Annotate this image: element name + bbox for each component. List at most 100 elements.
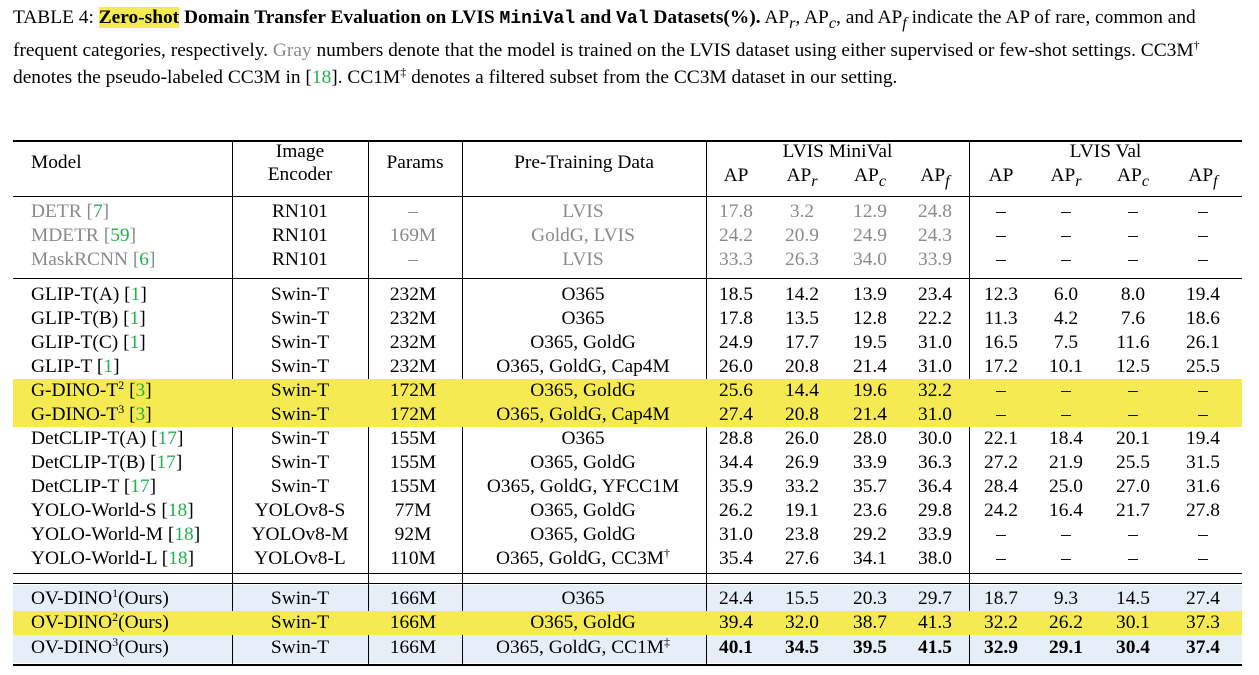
cell-metric: 17.2	[984, 356, 1018, 377]
cell-metric: –	[1198, 249, 1208, 270]
citation-link[interactable]: 59	[110, 225, 130, 246]
citation-link[interactable]: 18	[174, 524, 194, 545]
cell-metric: 29.7	[918, 588, 952, 609]
cell-metric: –	[1198, 524, 1208, 545]
cell-params: –	[408, 249, 418, 270]
cell-model: DetCLIP-T(B) [17]	[31, 452, 183, 473]
citation-link[interactable]: 1	[129, 308, 140, 329]
citation-link[interactable]: 1	[129, 332, 140, 353]
cell-metric: 27.2	[984, 452, 1018, 473]
cell-params: 232M	[389, 284, 437, 305]
cell-metric: 32.2	[918, 380, 952, 401]
cell-metric: 20.3	[853, 588, 887, 609]
cell-metric: 20.9	[785, 225, 819, 246]
cell-params: 232M	[389, 356, 437, 377]
cell-metric: 26.9	[785, 452, 819, 473]
table-row: DetCLIP-T [17] Swin-T 155M O365, GoldG, YFC…	[13, 475, 1242, 499]
cell-metric: 31.0	[719, 524, 753, 545]
header-apr: APr	[786, 165, 818, 190]
cell-params: 155M	[389, 428, 437, 449]
citation-link[interactable]: 18	[168, 548, 188, 569]
caption-double-dagger: ‡	[400, 65, 407, 80]
citation-link[interactable]: 17	[156, 452, 176, 473]
cell-metric: 18.4	[1049, 428, 1083, 449]
cell-metric: 26.2	[719, 500, 753, 521]
cell-metric: 30.4	[1116, 637, 1150, 658]
cell-metric: 34.1	[853, 548, 887, 569]
caption-ref-link[interactable]: 18	[311, 67, 332, 89]
cell-metric: –	[1128, 548, 1138, 569]
citation-link[interactable]: 7	[92, 201, 103, 222]
header-ap: AP	[988, 165, 1014, 186]
bottom-rule	[13, 664, 1242, 666]
cell-model: YOLO-World-L [18]	[31, 548, 195, 569]
citation-link[interactable]: 3	[135, 380, 146, 401]
caption-text: denotes the pseudo-labeled CC3M in [	[13, 67, 312, 89]
table-row: MaskRCNN [6] RN101 – LVIS 33.3 26.3 34.0 33.9 – –…	[13, 248, 1242, 272]
cell-params: 166M	[389, 637, 437, 658]
cell-metric: 19.6	[853, 380, 887, 401]
cell-model: GLIP-T(A) [1]	[31, 284, 147, 305]
caption-text: denotes a filtered subset from the CC3M …	[406, 67, 898, 89]
cell-encoder: Swin-T	[270, 612, 330, 633]
cell-encoder: Swin-T	[270, 476, 330, 497]
cell-encoder: RN101	[271, 225, 329, 246]
cell-encoder: YOLOv8-M	[251, 524, 349, 545]
caption-title-part: Domain Transfer Evaluation on LVIS	[179, 7, 500, 28]
cell-metric: –	[996, 249, 1006, 270]
cell-model: YOLO-World-S [18]	[31, 500, 194, 521]
cell-metric: 20.8	[785, 404, 819, 425]
cell-metric: 18.7	[984, 588, 1018, 609]
citation-link[interactable]: 1	[130, 284, 141, 305]
cell-metric: 33.9	[918, 249, 952, 270]
table-row: YOLO-World-M [18] YOLOv8-M 92M O365, GoldG 3…	[13, 523, 1242, 547]
cell-metric: 11.3	[984, 308, 1018, 329]
cell-params: 172M	[389, 380, 437, 401]
citation-link[interactable]: 18	[167, 500, 188, 521]
table-row: DetCLIP-T(A) [17] Swin-T 155M O365 28.8 26.0 2…	[13, 427, 1242, 451]
table-row: G-DINO-T2 [3] Swin-T 172M O365, GoldG 25.6 14…	[13, 379, 1242, 403]
cell-encoder: Swin-T	[270, 404, 330, 425]
table-row: OV-DINO3(Ours) Swin-T 166M O365, GoldG, CC1…	[13, 636, 1242, 660]
citation-link[interactable]: 3	[135, 404, 146, 425]
cell-metric: 30.1	[1116, 612, 1150, 633]
caption-title-part: and	[575, 7, 617, 28]
cell-metric: 9.3	[1053, 588, 1079, 609]
cell-metric: –	[1198, 548, 1208, 569]
cell-model: OV-DINO1(Ours)	[31, 586, 169, 609]
cell-metric: –	[996, 524, 1006, 545]
table-row: GLIP-T(C) [1] Swin-T 232M O365, GoldG 24.9 17…	[13, 331, 1242, 355]
cell-pretraining-data: O365, GoldG, Cap4M	[496, 404, 670, 425]
cell-metric: 27.4	[719, 404, 753, 425]
cell-pretraining-data: O365, GoldG	[530, 332, 636, 353]
cell-model: MaskRCNN [6]	[31, 249, 156, 270]
citation-link[interactable]: 6	[139, 249, 149, 270]
cell-metric: 19.4	[1186, 284, 1220, 305]
citation-link[interactable]: 17	[130, 476, 150, 497]
cell-metric: 20.1	[1116, 428, 1150, 449]
cell-metric: 39.4	[719, 612, 753, 633]
cell-metric: 14.5	[1116, 588, 1150, 609]
caption-minival: MiniVal	[499, 9, 576, 29]
header-lvis-val: LVIS Val	[1069, 141, 1142, 162]
citation-link[interactable]: 17	[157, 428, 177, 449]
cell-metric: 8.0	[1120, 284, 1146, 305]
cell-metric: 17.8	[719, 308, 753, 329]
cell-metric: –	[1061, 404, 1071, 425]
cell-metric: –	[1198, 404, 1208, 425]
cell-metric: 18.5	[719, 284, 753, 305]
header-ap: AP	[723, 165, 749, 186]
cell-metric: 25.5	[1116, 452, 1150, 473]
caption-sub: r	[789, 14, 796, 32]
cell-params: 155M	[389, 452, 437, 473]
cell-encoder: Swin-T	[270, 588, 330, 609]
cell-pretraining-data: LVIS	[562, 201, 604, 222]
cell-pretraining-data: O365	[561, 308, 605, 329]
cell-model: G-DINO-T3 [3]	[31, 402, 152, 425]
cell-metric: 27.8	[1186, 500, 1220, 521]
cell-metric: 28.8	[719, 428, 753, 449]
cell-params: 169M	[389, 225, 437, 246]
cell-metric: 7.6	[1120, 308, 1146, 329]
citation-link[interactable]: 1	[103, 356, 114, 377]
cell-metric: 36.4	[918, 476, 952, 497]
